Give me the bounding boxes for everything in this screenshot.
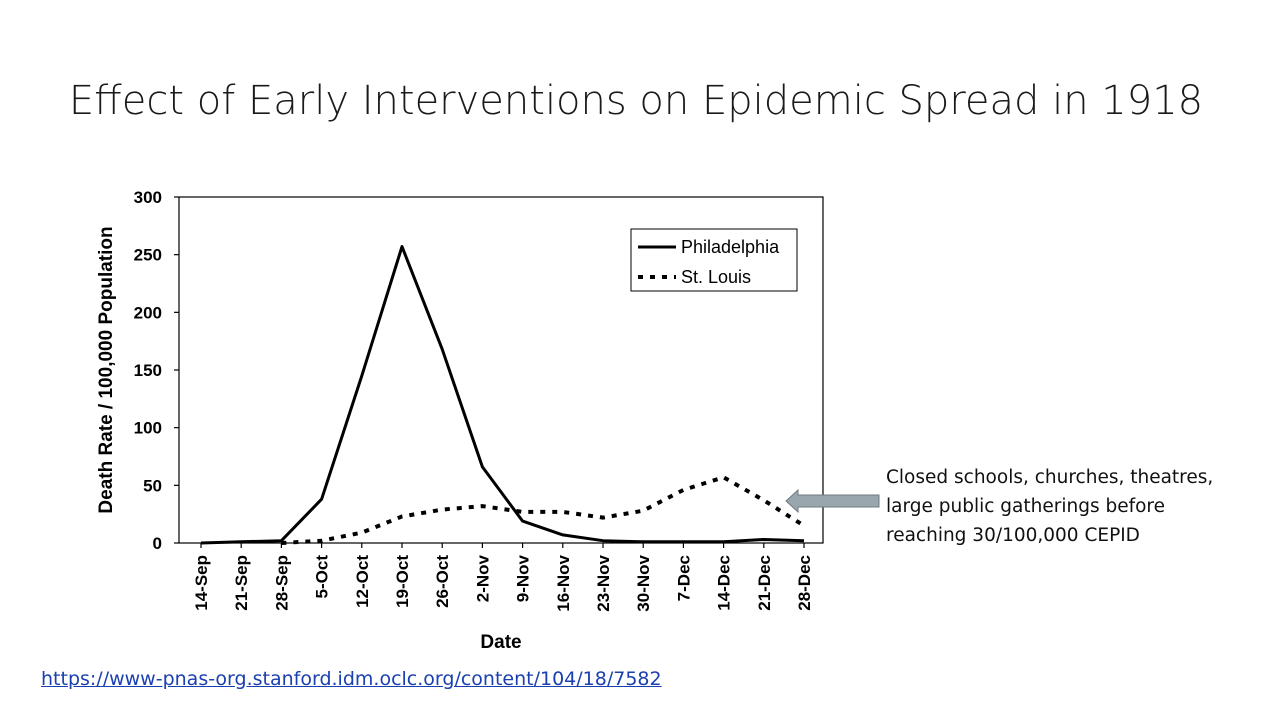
annotation-line: Closed schools, churches, theatres, xyxy=(886,467,1214,488)
x-tick-label: 5-Oct xyxy=(313,555,332,599)
y-tick-label: 250 xyxy=(134,246,162,265)
slide-title: Effect of Early Interventions on Epidemi… xyxy=(68,78,1204,124)
x-axis: 14-Sep 21-Sep 28-Sep 5-Oct 12-Oct 19-Oct 26-Oc… xyxy=(192,543,814,612)
y-tick-label: 100 xyxy=(134,419,162,438)
source-link[interactable]: https://www-pnas-org.stanford.idm.oclc.o… xyxy=(41,668,662,690)
x-tick-label: 28-Sep xyxy=(272,555,291,611)
series-layer xyxy=(200,245,806,545)
x-axis-title: Date xyxy=(480,632,521,653)
x-tick-label: 21-Sep xyxy=(232,555,251,611)
y-tick-label: 50 xyxy=(143,476,162,495)
x-tick-label: 19-Oct xyxy=(393,555,412,608)
x-tick-label: 9-Nov xyxy=(514,554,533,602)
x-tick-label: 30-Nov xyxy=(634,554,653,611)
series-line-0 xyxy=(200,245,805,545)
annotation-line: large public gatherings before xyxy=(886,496,1166,517)
x-tick-label: 21-Dec xyxy=(755,555,774,611)
x-tick-label: 28-Dec xyxy=(795,555,814,611)
x-tick-label: 23-Nov xyxy=(594,554,613,611)
y-tick-label: 150 xyxy=(134,361,162,380)
y-tick-label: 200 xyxy=(134,303,162,322)
y-tick-label: 0 xyxy=(153,534,162,553)
y-axis-title: Death Rate / 100,000 Population xyxy=(96,226,117,513)
callout-arrow-icon xyxy=(785,488,880,514)
legend-box xyxy=(630,228,798,292)
x-tick-label: 14-Sep xyxy=(192,555,211,611)
legend: Philadelphia St. Louis xyxy=(630,228,798,292)
y-tick-label: 300 xyxy=(134,188,162,207)
legend-label: Philadelphia xyxy=(681,237,780,257)
series-line-1 xyxy=(281,475,806,545)
x-tick-label: 12-Oct xyxy=(353,555,372,608)
legend-label: St. Louis xyxy=(681,267,751,287)
y-axis: 0 50 100 150 200 250 300 xyxy=(134,188,179,553)
intervention-annotation: Closed schools, churches, theatres, larg… xyxy=(886,463,1256,550)
x-tick-label: 26-Oct xyxy=(433,555,452,608)
x-tick-label: 16-Nov xyxy=(554,554,573,611)
x-tick-label: 2-Nov xyxy=(473,554,492,602)
annotation-line: reaching 30/100,000 CEPID xyxy=(886,525,1140,546)
x-tick-label: 14-Dec xyxy=(715,555,734,611)
x-tick-label: 7-Dec xyxy=(674,555,693,601)
